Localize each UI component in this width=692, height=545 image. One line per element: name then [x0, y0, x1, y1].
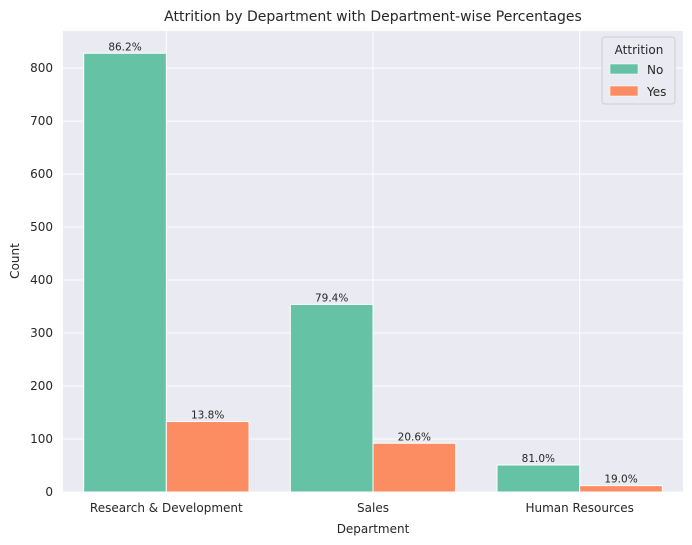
bar-data-label: 19.0% — [604, 474, 637, 486]
y-axis-label: Count — [8, 243, 22, 279]
legend-swatch — [609, 85, 639, 97]
y-tick-label: 0 — [45, 485, 53, 499]
x-tick-label: Research & Development — [90, 501, 243, 515]
x-axis-label: Department — [337, 522, 410, 536]
x-axis-ticks: Research & Development Sales Human Resourc… — [90, 501, 634, 515]
legend-label: Yes — [646, 85, 666, 99]
x-tick-label: Sales — [357, 501, 389, 515]
data-labels: 86.2% 79.4% 81.0% 13.8% 20.6% 19.0% — [108, 41, 637, 485]
y-tick-label: 800 — [30, 61, 53, 75]
bar-yes — [165, 421, 250, 493]
bar-data-label: 79.4% — [315, 292, 348, 304]
y-tick-label: 400 — [30, 273, 53, 287]
legend-label: No — [647, 63, 663, 77]
y-axis-ticks: 0 100 200 300 400 500 600 700 800 — [30, 61, 53, 499]
chart-title: Attrition by Department with Department-… — [164, 9, 582, 25]
bar-data-label: 86.2% — [108, 41, 141, 53]
y-tick-label: 500 — [30, 220, 53, 234]
y-tick-label: 200 — [30, 379, 53, 393]
y-tick-label: 600 — [30, 167, 53, 181]
bar-data-label: 81.0% — [522, 453, 555, 465]
bars — [83, 52, 663, 493]
y-tick-label: 700 — [30, 114, 53, 128]
legend: Attrition No Yes — [601, 36, 676, 105]
bar-data-label: 13.8% — [191, 410, 224, 422]
bar-no — [496, 464, 581, 493]
bar-no — [289, 303, 374, 493]
bar-yes — [579, 485, 663, 493]
y-tick-label: 100 — [30, 432, 53, 446]
legend-items: No Yes — [609, 63, 666, 99]
bar-no — [83, 52, 167, 493]
legend-title: Attrition — [615, 43, 664, 57]
legend-swatch — [609, 63, 639, 75]
y-tick-label: 300 — [30, 326, 53, 340]
bar-yes — [372, 442, 457, 493]
x-tick-label: Human Resources — [525, 501, 633, 515]
bar-data-label: 20.6% — [398, 431, 431, 443]
